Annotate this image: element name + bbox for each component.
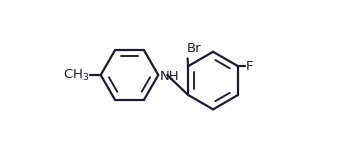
- Text: NH: NH: [159, 70, 179, 83]
- Text: Br: Br: [187, 42, 202, 55]
- Text: CH$_3$: CH$_3$: [63, 68, 90, 82]
- Text: F: F: [246, 60, 253, 73]
